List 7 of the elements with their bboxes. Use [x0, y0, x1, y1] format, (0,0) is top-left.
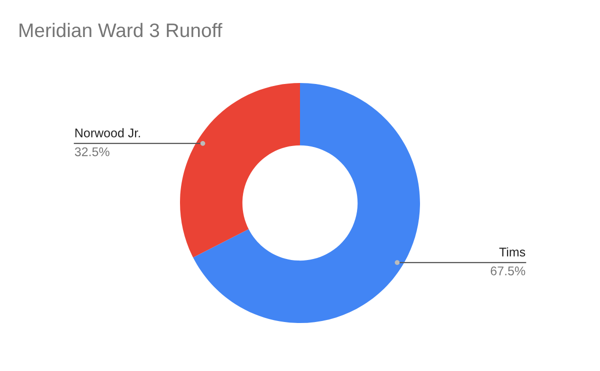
data-label: 67.5% [490, 266, 526, 276]
donut-slice [193, 83, 420, 323]
slice-label: Tims [499, 247, 526, 256]
chart-title: Meridian Ward 3 Runoff [20, 22, 222, 38]
donut-slice [180, 83, 300, 258]
slice-label: Norwood Jr. [75, 128, 140, 138]
data-label: 32.5% [74, 147, 110, 156]
